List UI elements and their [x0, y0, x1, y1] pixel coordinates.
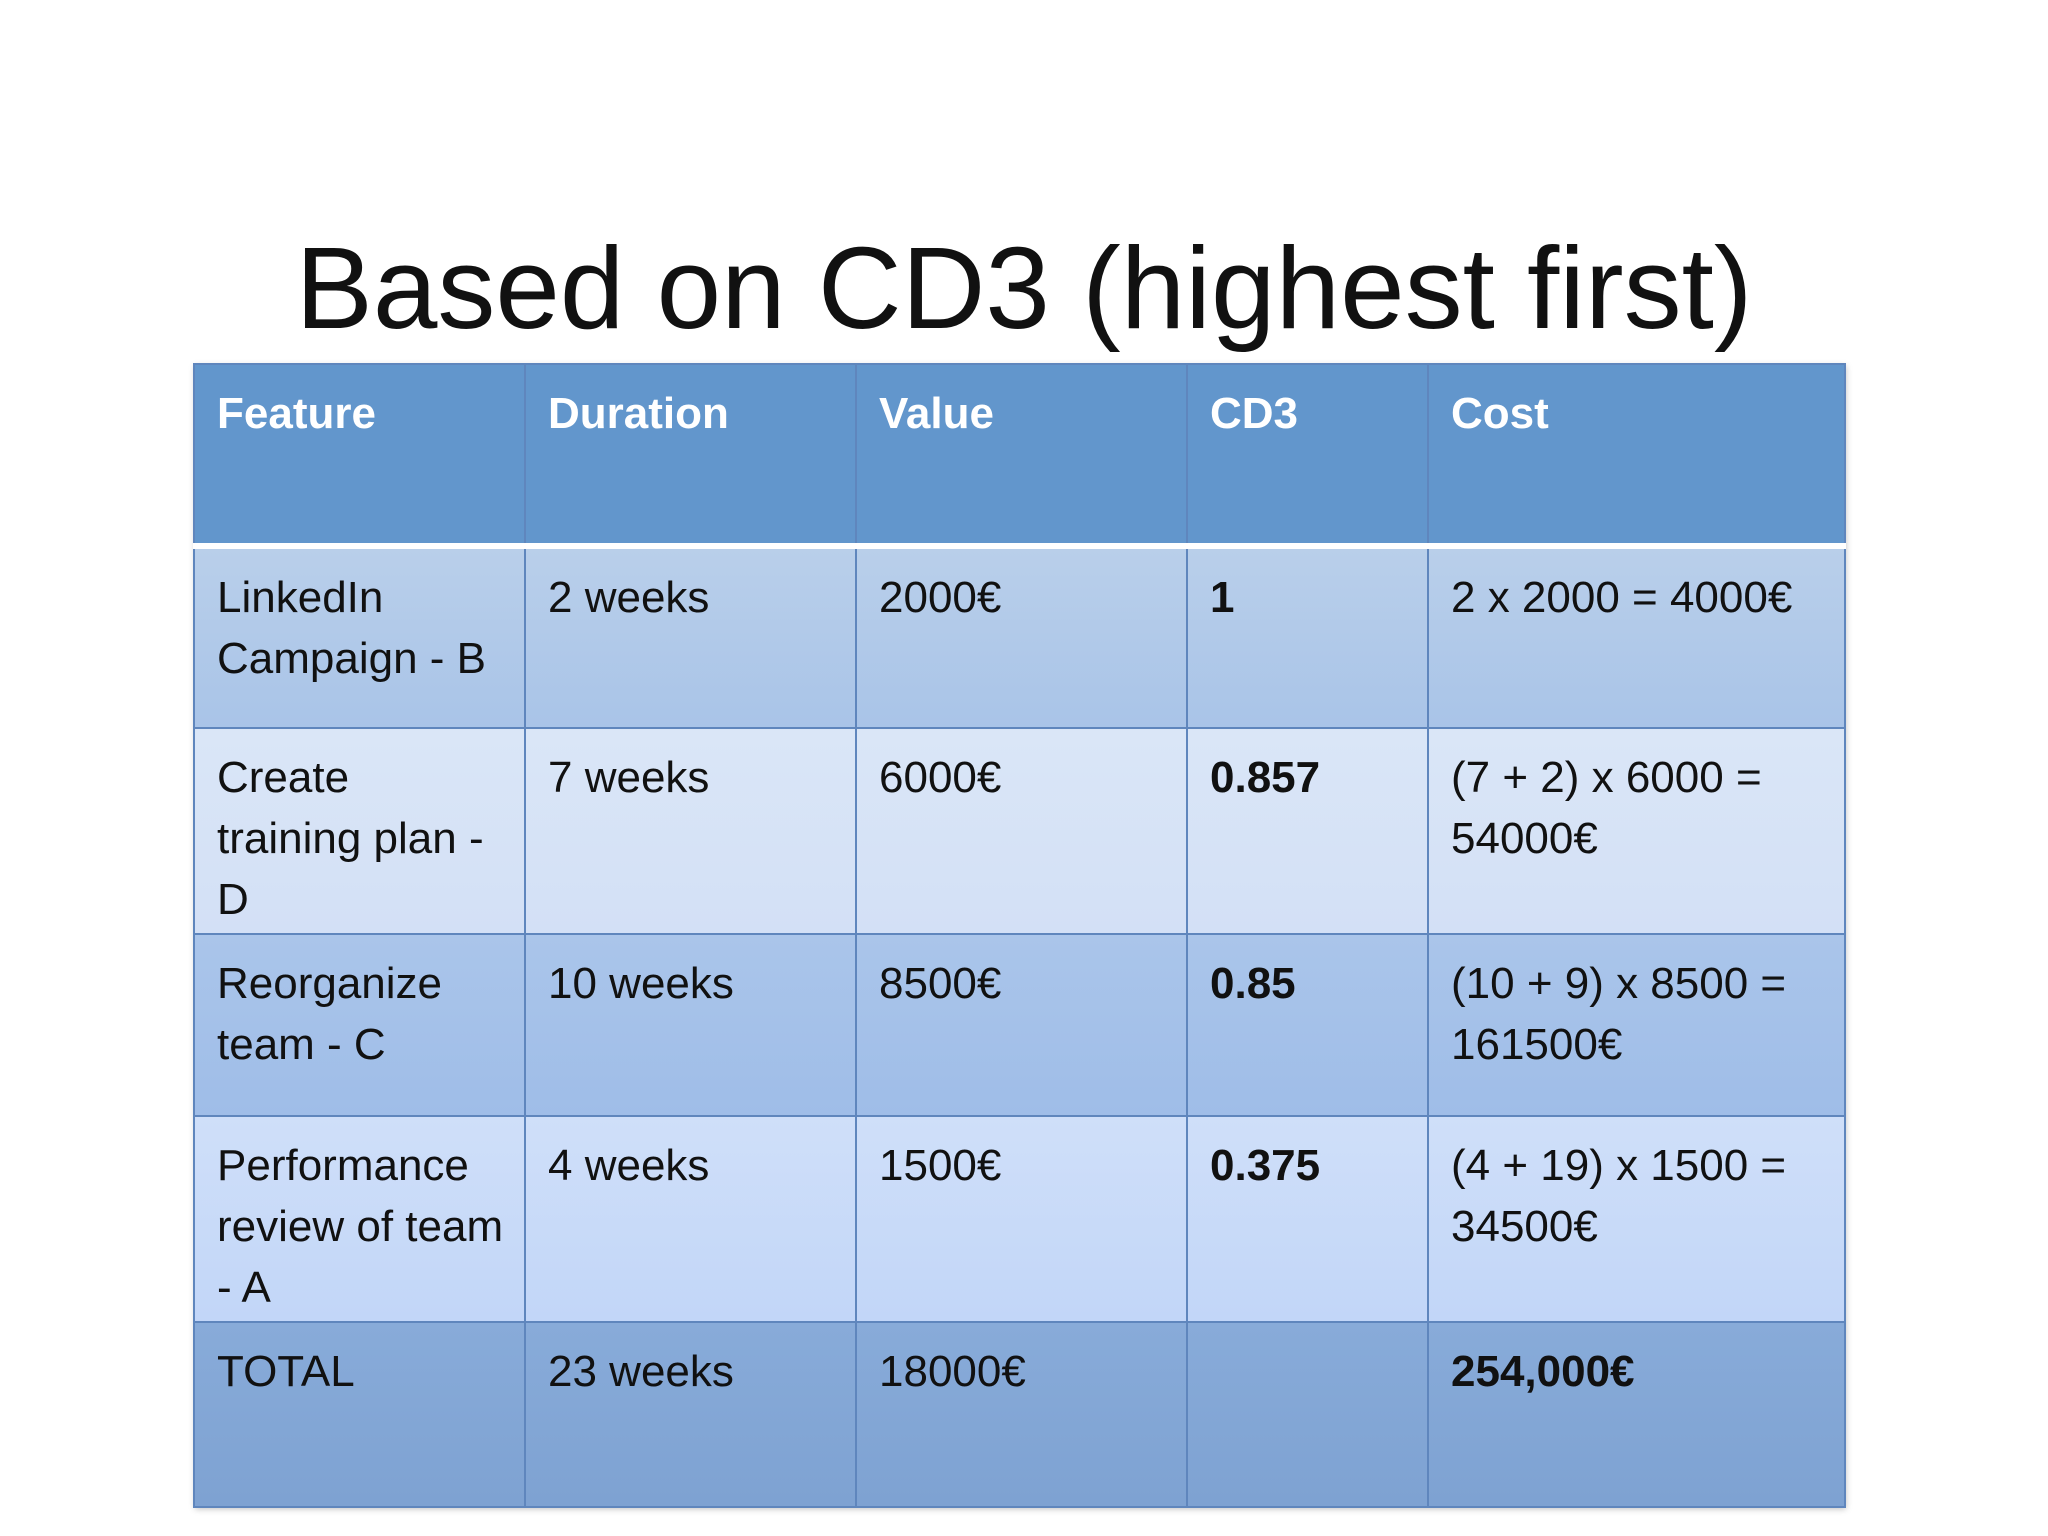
cell-cost: (10 + 9) x 8500 = 161500€ [1427, 933, 1846, 1117]
header-cost: Cost [1427, 363, 1846, 549]
header-feature: Feature [193, 363, 526, 549]
cd3-table: Feature Duration Value CD3 Cost LinkedIn… [193, 363, 1846, 1508]
cell-cost: (7 + 2) x 6000 = 54000€ [1427, 727, 1846, 935]
cell-feature: Reorganize team - C [193, 933, 526, 1117]
cell-value: 8500€ [855, 933, 1188, 1117]
cell-feature: LinkedIn Campaign - B [193, 545, 526, 729]
cd3-table-container: Feature Duration Value CD3 Cost LinkedIn… [193, 363, 1846, 1508]
total-duration: 23 weeks [524, 1321, 857, 1508]
cell-value: 2000€ [855, 545, 1188, 729]
cell-cd3: 0.85 [1186, 933, 1429, 1117]
total-label: TOTAL [193, 1321, 526, 1508]
slide-title: Based on CD3 (highest first) [295, 223, 1753, 353]
cell-duration: 4 weeks [524, 1115, 857, 1323]
table-header-row: Feature Duration Value CD3 Cost [193, 363, 1846, 549]
cell-duration: 7 weeks [524, 727, 857, 935]
header-duration: Duration [524, 363, 857, 549]
cell-feature: Create training plan - D [193, 727, 526, 935]
cell-cost: (4 + 19) x 1500 = 34500€ [1427, 1115, 1846, 1323]
total-cost: 254,000€ [1427, 1321, 1846, 1508]
cell-cd3: 0.375 [1186, 1115, 1429, 1323]
cell-duration: 2 weeks [524, 545, 857, 729]
total-cd3 [1186, 1321, 1429, 1508]
table-row: Performance review of team - A 4 weeks 1… [193, 1115, 1846, 1323]
cell-feature: Performance review of team - A [193, 1115, 526, 1323]
cell-value: 6000€ [855, 727, 1188, 935]
header-value: Value [855, 363, 1188, 549]
total-value: 18000€ [855, 1321, 1188, 1508]
cell-cost: 2 x 2000 = 4000€ [1427, 545, 1846, 729]
table-row: LinkedIn Campaign - B 2 weeks 2000€ 1 2 … [193, 545, 1846, 729]
header-cd3: CD3 [1186, 363, 1429, 549]
total-row: TOTAL 23 weeks 18000€ 254,000€ [193, 1321, 1846, 1508]
cell-duration: 10 weeks [524, 933, 857, 1117]
cell-cd3: 0.857 [1186, 727, 1429, 935]
table-row: Create training plan - D 7 weeks 6000€ 0… [193, 727, 1846, 935]
table-row: Reorganize team - C 10 weeks 8500€ 0.85 … [193, 933, 1846, 1117]
cell-cd3: 1 [1186, 545, 1429, 729]
cell-value: 1500€ [855, 1115, 1188, 1323]
